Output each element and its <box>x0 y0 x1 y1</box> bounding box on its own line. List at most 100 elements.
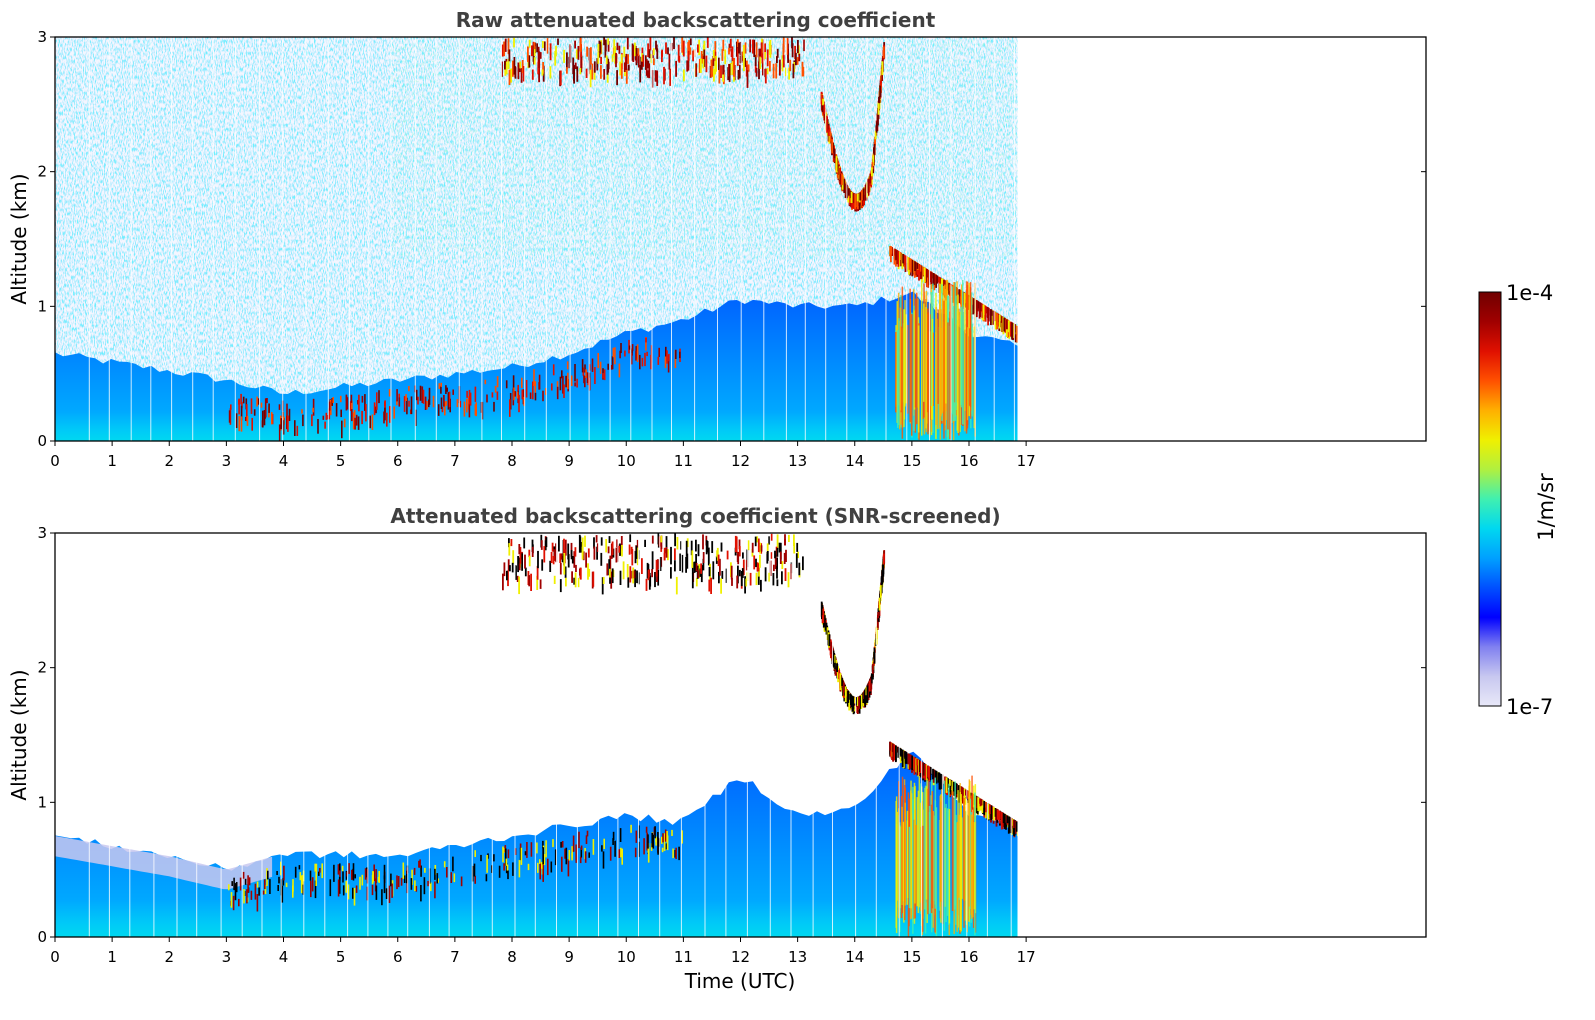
aerosol-streak <box>369 415 371 429</box>
cloud-streak <box>512 60 514 77</box>
cloud-streak <box>573 551 576 568</box>
cloud-streak <box>839 168 842 185</box>
cloud-streak <box>503 562 506 577</box>
cloud-streak <box>576 66 579 82</box>
cloud-streak <box>685 540 688 557</box>
cloud-streak <box>572 57 575 75</box>
cloud-streak <box>718 69 721 84</box>
aerosol-streak <box>599 361 602 374</box>
aerosol-streak <box>574 382 576 387</box>
cloud-streak <box>677 44 680 62</box>
cloud-streak <box>761 54 764 64</box>
aerosol-streak <box>239 877 242 891</box>
cloud-streak <box>736 48 739 66</box>
cloud-streak <box>647 43 649 57</box>
cloud-streak <box>591 63 594 80</box>
cloud-streak <box>688 40 690 51</box>
cloud-streak <box>926 269 929 288</box>
cloud-streak <box>924 764 927 781</box>
cloud-streak <box>711 62 714 77</box>
aerosol-streak <box>350 394 353 403</box>
fall-streak <box>924 785 927 934</box>
cloud-streak <box>528 39 531 48</box>
cloud-streak <box>667 47 669 55</box>
aerosol-streak <box>517 384 519 391</box>
cloud-streak <box>736 575 739 589</box>
aerosol-streak <box>496 376 499 388</box>
aerosol-streak <box>647 847 650 863</box>
fall-streak <box>945 300 947 404</box>
aerosol-streak <box>652 834 655 849</box>
aerosol-streak <box>315 868 317 886</box>
y-tick-label: 3 <box>37 524 47 542</box>
cloud-streak <box>773 564 775 572</box>
cloud-streak <box>927 765 929 778</box>
aerosol-streak <box>238 416 240 432</box>
aerosol-streak <box>666 835 669 851</box>
cloud-streak <box>766 543 769 554</box>
panel-raw: Raw attenuated backscattering coefficien… <box>7 8 1427 470</box>
fall-streak <box>964 806 966 901</box>
aerosol-streak <box>248 877 251 886</box>
cloud-streak <box>665 547 668 558</box>
cloud-streak <box>982 304 985 321</box>
aerosol-streak <box>671 829 673 836</box>
x-tick-label: 4 <box>279 948 289 966</box>
cloud-streak <box>720 65 722 78</box>
x-tick-label: 9 <box>564 452 574 470</box>
cloud-streak <box>514 67 517 79</box>
aerosol-streak <box>420 865 422 877</box>
aerosol-streak <box>445 385 447 394</box>
cloud-streak <box>593 70 596 80</box>
cloud-streak <box>764 52 766 60</box>
cloud-streak <box>593 61 596 73</box>
cloud-streak <box>587 548 590 558</box>
cloud-streak <box>996 313 998 330</box>
aerosol-streak <box>484 379 487 385</box>
fall-streak <box>930 804 933 913</box>
aerosol-streak <box>355 885 358 893</box>
fall-streak <box>918 776 921 908</box>
fall-streak <box>930 292 933 406</box>
panel-raw-title: Raw attenuated backscattering coefficien… <box>456 8 936 32</box>
cloud-streak <box>1011 322 1014 340</box>
aerosol-streak <box>250 398 253 414</box>
cloud-streak <box>781 55 784 72</box>
cloud-streak <box>679 553 682 571</box>
cloud-streak <box>702 59 705 69</box>
cloud-streak <box>559 553 562 563</box>
cloud-streak <box>789 59 792 72</box>
cloud-streak <box>637 54 640 68</box>
cloud-streak <box>674 533 676 547</box>
aerosol-streak <box>375 406 377 414</box>
cloud-streak <box>852 193 855 204</box>
fall-streak <box>928 805 931 914</box>
cloud-streak <box>555 45 557 57</box>
aerosol-streak <box>396 399 398 406</box>
cloud-streak <box>698 39 700 56</box>
cloud-streak <box>851 695 854 712</box>
cloud-streak <box>528 55 531 68</box>
aerosol-streak <box>373 864 375 882</box>
aerosol-streak <box>675 349 677 359</box>
cloud-streak <box>541 559 544 571</box>
cloud-streak <box>593 546 596 560</box>
cloud-streak <box>531 45 533 57</box>
fall-streak <box>912 786 914 923</box>
cloud-streak <box>728 64 731 82</box>
aerosol-streak <box>667 355 670 373</box>
aerosol-streak <box>545 840 547 858</box>
cloud-streak <box>832 650 835 667</box>
cloud-streak <box>607 41 610 52</box>
cloud-streak <box>620 536 623 551</box>
cloud-streak <box>980 798 982 806</box>
cloud-streak <box>760 579 762 592</box>
cloud-streak <box>603 69 606 80</box>
fall-streak <box>916 292 918 425</box>
aerosol-streak <box>612 347 615 358</box>
aerosol-streak <box>281 885 284 903</box>
x-tick-label: 6 <box>393 452 403 470</box>
panel-screened-ylabel: Altitude (km) <box>7 669 31 800</box>
cloud-streak <box>585 552 587 568</box>
aerosol-streak <box>493 401 495 412</box>
